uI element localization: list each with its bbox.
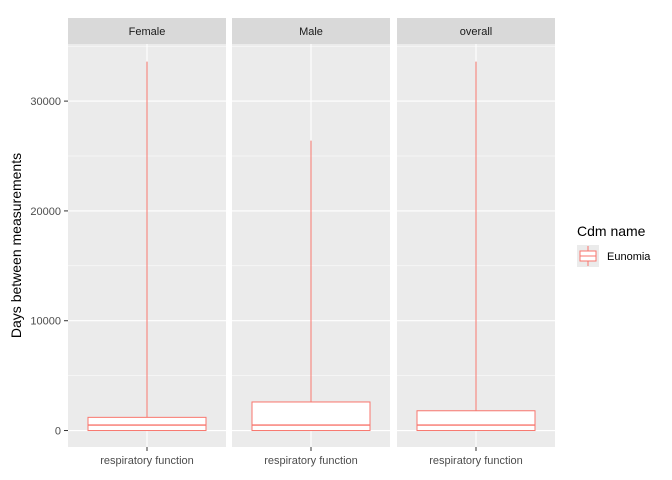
facet-strip <box>232 18 390 44</box>
facet-strip-label: overall <box>460 26 492 38</box>
facet-panel-male: Male respiratory function <box>232 18 390 467</box>
y-tick-label: 20000 <box>30 206 61 218</box>
legend-entry: Eunomia <box>577 245 651 267</box>
facet-panels: Female respiratory function Male respirator… <box>68 18 555 467</box>
x-tick-label: respiratory function <box>429 455 523 467</box>
x-tick-label: respiratory function <box>264 455 358 467</box>
legend-title: Cdm name <box>577 223 646 239</box>
y-axis-title: Days between measurements <box>8 153 24 338</box>
box-iqr <box>251 401 371 432</box>
facet-strip <box>68 18 226 44</box>
facet-strip <box>397 18 555 44</box>
y-tick-label: 30000 <box>30 96 61 108</box>
legend-entries: Eunomia <box>577 245 651 267</box>
y-tick-label: 0 <box>55 426 61 438</box>
y-axis: 0 10000 20000 30000 <box>30 96 68 438</box>
facet-panel-female: Female respiratory function <box>68 18 226 467</box>
box-iqr <box>416 410 536 432</box>
x-tick-label: respiratory function <box>100 455 194 467</box>
legend: Cdm name Eunomia <box>577 223 651 267</box>
facet-panel-overall: overall respiratory function <box>397 18 555 467</box>
y-tick-label: 10000 <box>30 316 61 328</box>
facet-strip-label: Male <box>299 26 323 38</box>
box-iqr <box>87 416 207 432</box>
legend-label: Eunomia <box>607 251 651 263</box>
facet-strip-label: Female <box>129 26 166 38</box>
